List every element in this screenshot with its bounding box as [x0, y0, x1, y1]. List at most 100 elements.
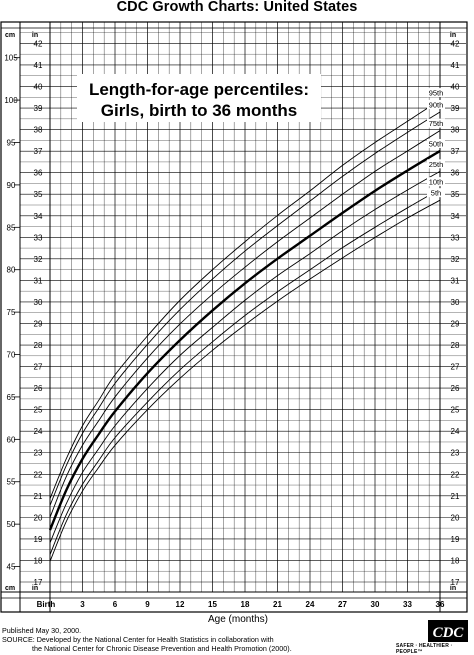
in-tick-label-left: 42 — [34, 39, 43, 48]
x-tick-label: 21 — [273, 600, 282, 609]
series-label-90th: 90th — [429, 100, 444, 109]
source-note-line-1: SOURCE: Developed by the National Center… — [2, 635, 274, 644]
series-label-bg — [427, 88, 445, 98]
in-tick-label-right: 17 — [451, 578, 460, 587]
cdc-logo-text: CDC — [433, 625, 465, 641]
cm-tick-label: 60 — [7, 435, 16, 444]
in-tick-label-left: 34 — [34, 212, 43, 221]
in-tick-label-left: 39 — [34, 104, 43, 113]
cm-tick-label: 85 — [7, 223, 16, 232]
in-tick-label-left: 29 — [34, 319, 43, 328]
in-tick-label-right: 35 — [451, 190, 460, 199]
in-tick-label-left: 30 — [34, 298, 43, 307]
percentile-curves: 95th 90th 75th 50th 25th 10th 5th — [48, 88, 445, 562]
x-tick-label: 24 — [306, 600, 315, 609]
in-tick-label-right: 36 — [451, 169, 460, 178]
series-label-bg — [427, 188, 445, 198]
chart-title-line-2: Girls, birth to 36 months — [101, 101, 297, 120]
in-tick-label-right: 19 — [451, 535, 460, 544]
series-label-bg — [427, 177, 445, 187]
x-axis-label: Age (months) — [208, 614, 268, 625]
series-label-10th: 10th — [429, 178, 444, 187]
in-tick-label-left: 27 — [34, 363, 43, 372]
x-tick-label: 9 — [145, 600, 150, 609]
cdc-logo: CDC — [428, 620, 468, 642]
in-unit-label: in — [450, 585, 456, 592]
in-tick-label-left: 24 — [34, 427, 43, 436]
cdc-tagline: SAFER · HEALTHIER · PEOPLE™ — [396, 643, 453, 655]
in-tick-label-right: 20 — [451, 513, 460, 522]
in-tick-label-left: 28 — [34, 341, 43, 350]
cm-tick-label: 75 — [7, 308, 16, 317]
x-tick-label: 12 — [176, 600, 185, 609]
in-tick-label-left: 26 — [34, 384, 43, 393]
in-unit-label: in — [450, 32, 456, 39]
in-tick-label-left: 22 — [34, 470, 43, 479]
series-label-5th: 5th — [431, 189, 441, 198]
x-tick-label: 30 — [371, 600, 380, 609]
x-tick-label: Birth — [37, 600, 56, 609]
in-tick-label-right: 29 — [451, 319, 460, 328]
in-unit-label: in — [32, 585, 38, 592]
source-note-line-2: the National Center for Chronic Disease … — [32, 644, 292, 653]
in-tick-label-left: 19 — [34, 535, 43, 544]
page-title: CDC Growth Charts: United States — [116, 0, 358, 15]
in-tick-label-right: 40 — [451, 83, 460, 92]
cm-tick-label: 55 — [7, 478, 16, 487]
in-tick-label-left: 41 — [34, 61, 43, 70]
in-tick-label-left: 23 — [34, 449, 43, 458]
cm-tick-label: 70 — [7, 351, 16, 360]
in-tick-label-right: 30 — [451, 298, 460, 307]
in-tick-label-right: 31 — [451, 276, 460, 285]
in-tick-label-right: 24 — [451, 427, 460, 436]
in-tick-label-left: 20 — [34, 513, 43, 522]
in-tick-label-right: 28 — [451, 341, 460, 350]
in-tick-label-right: 41 — [451, 61, 460, 70]
series-label-bg — [427, 99, 445, 109]
percentile-line-90th — [49, 111, 441, 506]
in-tick-label-left: 37 — [34, 147, 43, 156]
in-tick-label-right: 37 — [451, 147, 460, 156]
x-tick-label: 33 — [403, 600, 412, 609]
percentile-line-5th — [49, 199, 441, 562]
x-tick-label: 6 — [113, 600, 118, 609]
in-tick-label-right: 23 — [451, 449, 460, 458]
series-label-75th: 75th — [429, 119, 444, 128]
chart-title-box: Length-for-age percentiles: Girls, birth… — [77, 74, 321, 122]
published-note: Published May 30, 2000. — [2, 626, 82, 635]
chart-frame — [0, 21, 468, 613]
chart-title-line-1: Length-for-age percentiles: — [89, 80, 309, 99]
cm-unit-label: cm — [5, 585, 15, 592]
series-label-50th: 50th — [429, 139, 444, 148]
percentile-line-10th — [49, 188, 441, 555]
x-tick-label: 3 — [80, 600, 85, 609]
in-tick-label-right: 18 — [451, 556, 460, 565]
in-tick-label-right: 39 — [451, 104, 460, 113]
series-label-bg — [427, 118, 445, 128]
cm-tick-label: 105 — [4, 54, 18, 63]
cm-tick-label: 45 — [7, 563, 16, 572]
in-tick-label-left: 17 — [34, 578, 43, 587]
cm-tick-label: 50 — [7, 520, 16, 529]
in-unit-label: in — [32, 32, 38, 39]
cm-unit-label: cm — [5, 32, 15, 39]
in-tick-label-left: 36 — [34, 169, 43, 178]
in-tick-label-left: 25 — [34, 406, 43, 415]
x-tick-label: 15 — [208, 600, 217, 609]
in-tick-label-right: 32 — [451, 255, 460, 264]
cm-tick-label: 80 — [7, 266, 16, 275]
in-tick-label-right: 34 — [451, 212, 460, 221]
in-tick-label-right: 27 — [451, 363, 460, 372]
in-tick-label-right: 25 — [451, 406, 460, 415]
in-tick-label-left: 35 — [34, 190, 43, 199]
cm-tick-label: 90 — [7, 181, 16, 190]
series-label-bg — [427, 159, 445, 169]
cm-tick-label: 95 — [7, 138, 16, 147]
in-tick-label-right: 42 — [451, 39, 460, 48]
in-tick-label-left: 38 — [34, 126, 43, 135]
cm-tick-label: 65 — [7, 393, 16, 402]
x-tick-label: 27 — [338, 600, 347, 609]
x-tick-label: 36 — [436, 600, 445, 609]
in-tick-label-right: 21 — [451, 492, 460, 501]
